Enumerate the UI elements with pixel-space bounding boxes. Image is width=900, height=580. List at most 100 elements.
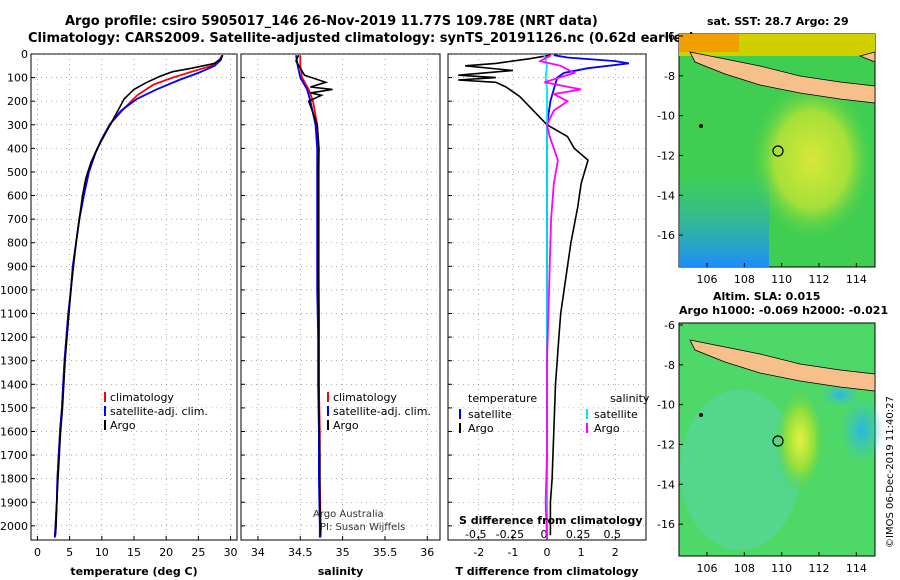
java-landmass [689,51,876,104]
depth-tick-label: 1100 [0,308,28,321]
s-diff-tick-label: -0.5 [465,528,486,541]
sla-map-title-line-2: Argo h1000: -0.069 h2000: -0.021 [679,304,888,317]
depth-tick-label: 700 [7,213,28,226]
depth-tick-label: 1700 [0,449,28,462]
map-lon-label: 112 [809,273,830,286]
depth-tick-label: 1400 [0,378,28,391]
temperature-xtick-label: 30 [224,546,238,559]
depth-tick-label: 1800 [0,473,28,486]
salinity-series-argo [295,54,333,536]
depth-tick-label: 300 [7,119,28,132]
depth-tick-label: 800 [7,237,28,250]
map-lon-label: 114 [846,562,867,575]
title-line-1: Argo profile: csiro 5905017_146 26-Nov-2… [65,14,598,29]
difference-xtick-label: 1 [578,546,585,559]
depth-tick-label: 0 [21,48,28,61]
sst-cold-patch [679,170,769,267]
salinity-legend-label: satellite-adj. clim. [333,405,431,418]
map-lon-label: 114 [846,273,867,286]
map-lon-label: 112 [809,562,830,575]
map-lat-label: -6 [664,319,675,332]
credit-pi: PI: Susan Wijffels [320,522,405,533]
difference-xtick-label: -2 [473,546,484,559]
temperature-series-argo [54,54,224,536]
diff-legend-salinity-title: salinity [610,392,650,405]
salinity-xtick-label: 34.5 [288,546,313,559]
sla-map [678,322,884,557]
depth-tick-label: 100 [7,72,28,85]
sla-high-patch [774,385,826,495]
diff-series-s-argo [537,54,582,538]
salinity-xtick-label: 35 [336,546,350,559]
sla-map-title-line-1: Altim. SLA: 0.015 [713,290,820,303]
map-lat-label: -16 [657,518,675,531]
depth-tick-label: 1600 [0,425,28,438]
difference-xtick-label: 2 [612,546,619,559]
s-diff-tick-label: 0.5 [604,528,622,541]
sla-map-axes: 106 108 110 112 114 -6 -8 -10 -12 -14 -16 [657,319,867,575]
map-lat-label: -8 [664,70,675,83]
depth-tick-label: 200 [7,95,28,108]
map-lat-label: -10 [657,399,675,412]
footer-credit: ©IMOS 06-Dec-2019 11:40:27 [885,396,896,548]
title-line-2: Climatology: CARS2009. Satellite-adjuste… [28,31,695,46]
depth-tick-label: 2000 [0,520,28,533]
temperature-legend-label: Argo [110,419,136,432]
depth-tick-label: 1900 [0,496,28,509]
diff-legend-label: Argo [594,422,620,435]
map-lat-label: -6 [664,30,675,43]
diff-legend-label: satellite [468,408,512,421]
depth-tick-label: 500 [7,166,28,179]
s-difference-label: S difference from climatology [459,514,643,527]
map-lat-label: -16 [657,229,675,242]
temperature-legend-label: satellite-adj. clim. [110,405,208,418]
sst-map-title: sat. SST: 28.7 Argo: 29 [707,15,849,28]
salinity-series-satellite-adj-clim- [295,55,321,538]
java-landmass-2 [689,339,876,392]
temperature-xtick-label: 15 [127,546,141,559]
map-lat-label: -8 [664,359,675,372]
depth-tick-label: 1000 [0,284,28,297]
map-lon-label: 108 [734,273,755,286]
map-lat-label: -12 [657,438,675,451]
sst-map [678,33,876,268]
credit-argo-australia: Argo Australia [313,509,384,520]
map-lon-label: 106 [697,273,718,286]
depth-tick-label: 900 [7,260,28,273]
salinity-xlabel: salinity [318,565,364,578]
temperature-legend-label: climatology [110,391,174,404]
diff-legend-label: Argo [468,422,494,435]
salinity-xtick-label: 36 [420,546,434,559]
salinity-xtick-label: 35.5 [373,546,398,559]
temperature-series-climatology [53,54,223,538]
map-lat-label: -14 [657,478,675,491]
map-lon-label: 108 [734,562,755,575]
temperature-xtick-label: 5 [66,546,73,559]
depth-tick-label: 1500 [0,402,28,415]
map-lon-label: 110 [771,562,792,575]
depth-tick-label: 400 [7,142,28,155]
diff-series-t-satellite [546,54,630,538]
temperature-xtick-label: 10 [95,546,109,559]
map-lat-label: -14 [657,189,675,202]
sla-mid-patch [680,390,800,550]
difference-xtick-label: 0 [544,546,551,559]
s-diff-tick-label: -0.25 [496,528,524,541]
small-island [858,51,876,63]
map-lat-label: -10 [657,110,675,123]
depth-tick-label: 1200 [0,331,28,344]
sst-warm-patch [750,80,874,240]
depth-tick-label: 1300 [0,355,28,368]
difference-xtick-label: -1 [507,546,518,559]
diff-series-t-argo [458,54,589,536]
sla-low-patch-2 [820,383,860,407]
temperature-xtick-label: 0 [34,546,41,559]
sst-map-axes: 106 108 110 112 114 -6 -8 -10 -12 -14 -16 [657,30,867,286]
temperature-xtick-label: 20 [159,546,173,559]
s-diff-tick-label: 0 [541,528,548,541]
map-lat-label: -12 [657,149,675,162]
christmas-island [699,124,703,128]
salinity-legend-label: Argo [333,419,359,432]
sla-argo-location-marker [772,435,784,447]
